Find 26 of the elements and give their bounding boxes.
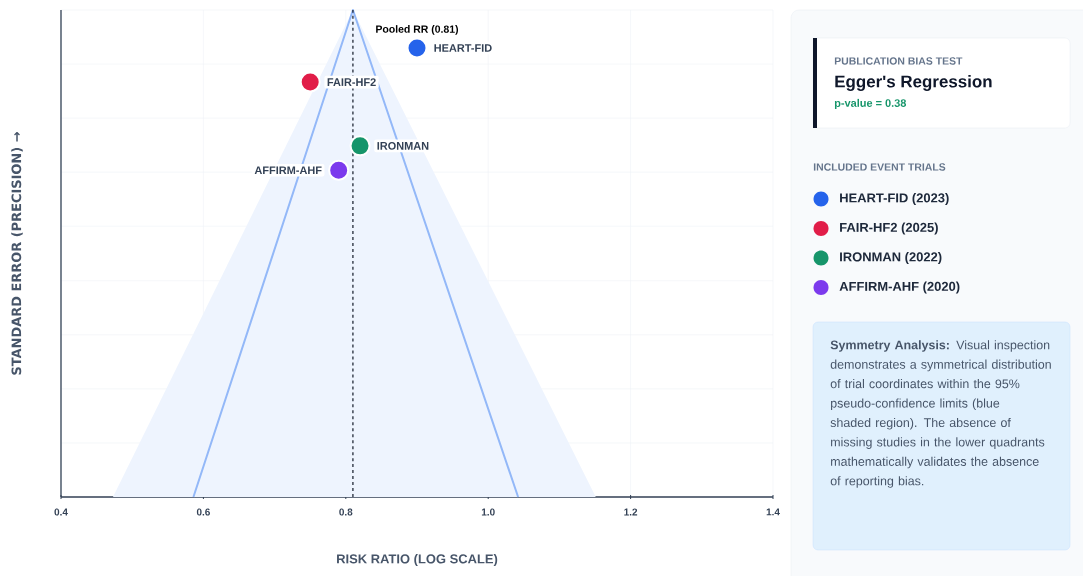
- x-tick-label: 1.4: [766, 508, 780, 516]
- x-tick-label: 1.2: [624, 508, 638, 516]
- ref-line-label: Pooled RR (0.81): [376, 25, 459, 35]
- text: Symmetry Analysis: Visual inspection demonstrates a symmetrical distribution of trial coordinates within the 95% pseudo-confidence limits (blue shaded region). The absence of missing studies in the lower quadrants mathematically validates the absence of reporting bias.: [830, 340, 1051, 488]
- y-axis-title: STANDARD ERROR (PRECISION) →: [11, 132, 23, 375]
- point: [299, 71, 321, 93]
- x-tick-label: 1.0: [481, 508, 495, 516]
- annotation: AFFIRM-AHF: [254, 166, 322, 174]
- legend-label: IRONMAN (2022): [840, 251, 942, 265]
- legend-label: FAIR-HF2 (2025): [840, 222, 938, 235]
- x-tick-label: 0.8: [339, 508, 353, 516]
- annotation: IRONMAN: [377, 142, 429, 150]
- text: PUBLICATION BIAS TEST: [834, 57, 963, 65]
- x-tick-label: 0.4: [54, 508, 68, 516]
- point: [328, 159, 350, 181]
- text: p-value = 0.38: [834, 98, 907, 110]
- point: [406, 37, 428, 59]
- point: [349, 135, 371, 157]
- text: Egger's Regression: [835, 75, 992, 91]
- legend-title: INCLUDED EVENT TRIALS: [813, 163, 946, 171]
- annotation: FAIR-HF2: [327, 78, 376, 86]
- legend-label: AFFIRM-AHF (2020): [839, 281, 960, 294]
- annotation: HEART-FID: [434, 44, 492, 52]
- x-tick-label: 0.6: [196, 508, 210, 516]
- legend-label: HEART-FID (2023): [840, 192, 949, 206]
- x-axis-title: RISK RATIO (LOG SCALE): [337, 553, 498, 567]
